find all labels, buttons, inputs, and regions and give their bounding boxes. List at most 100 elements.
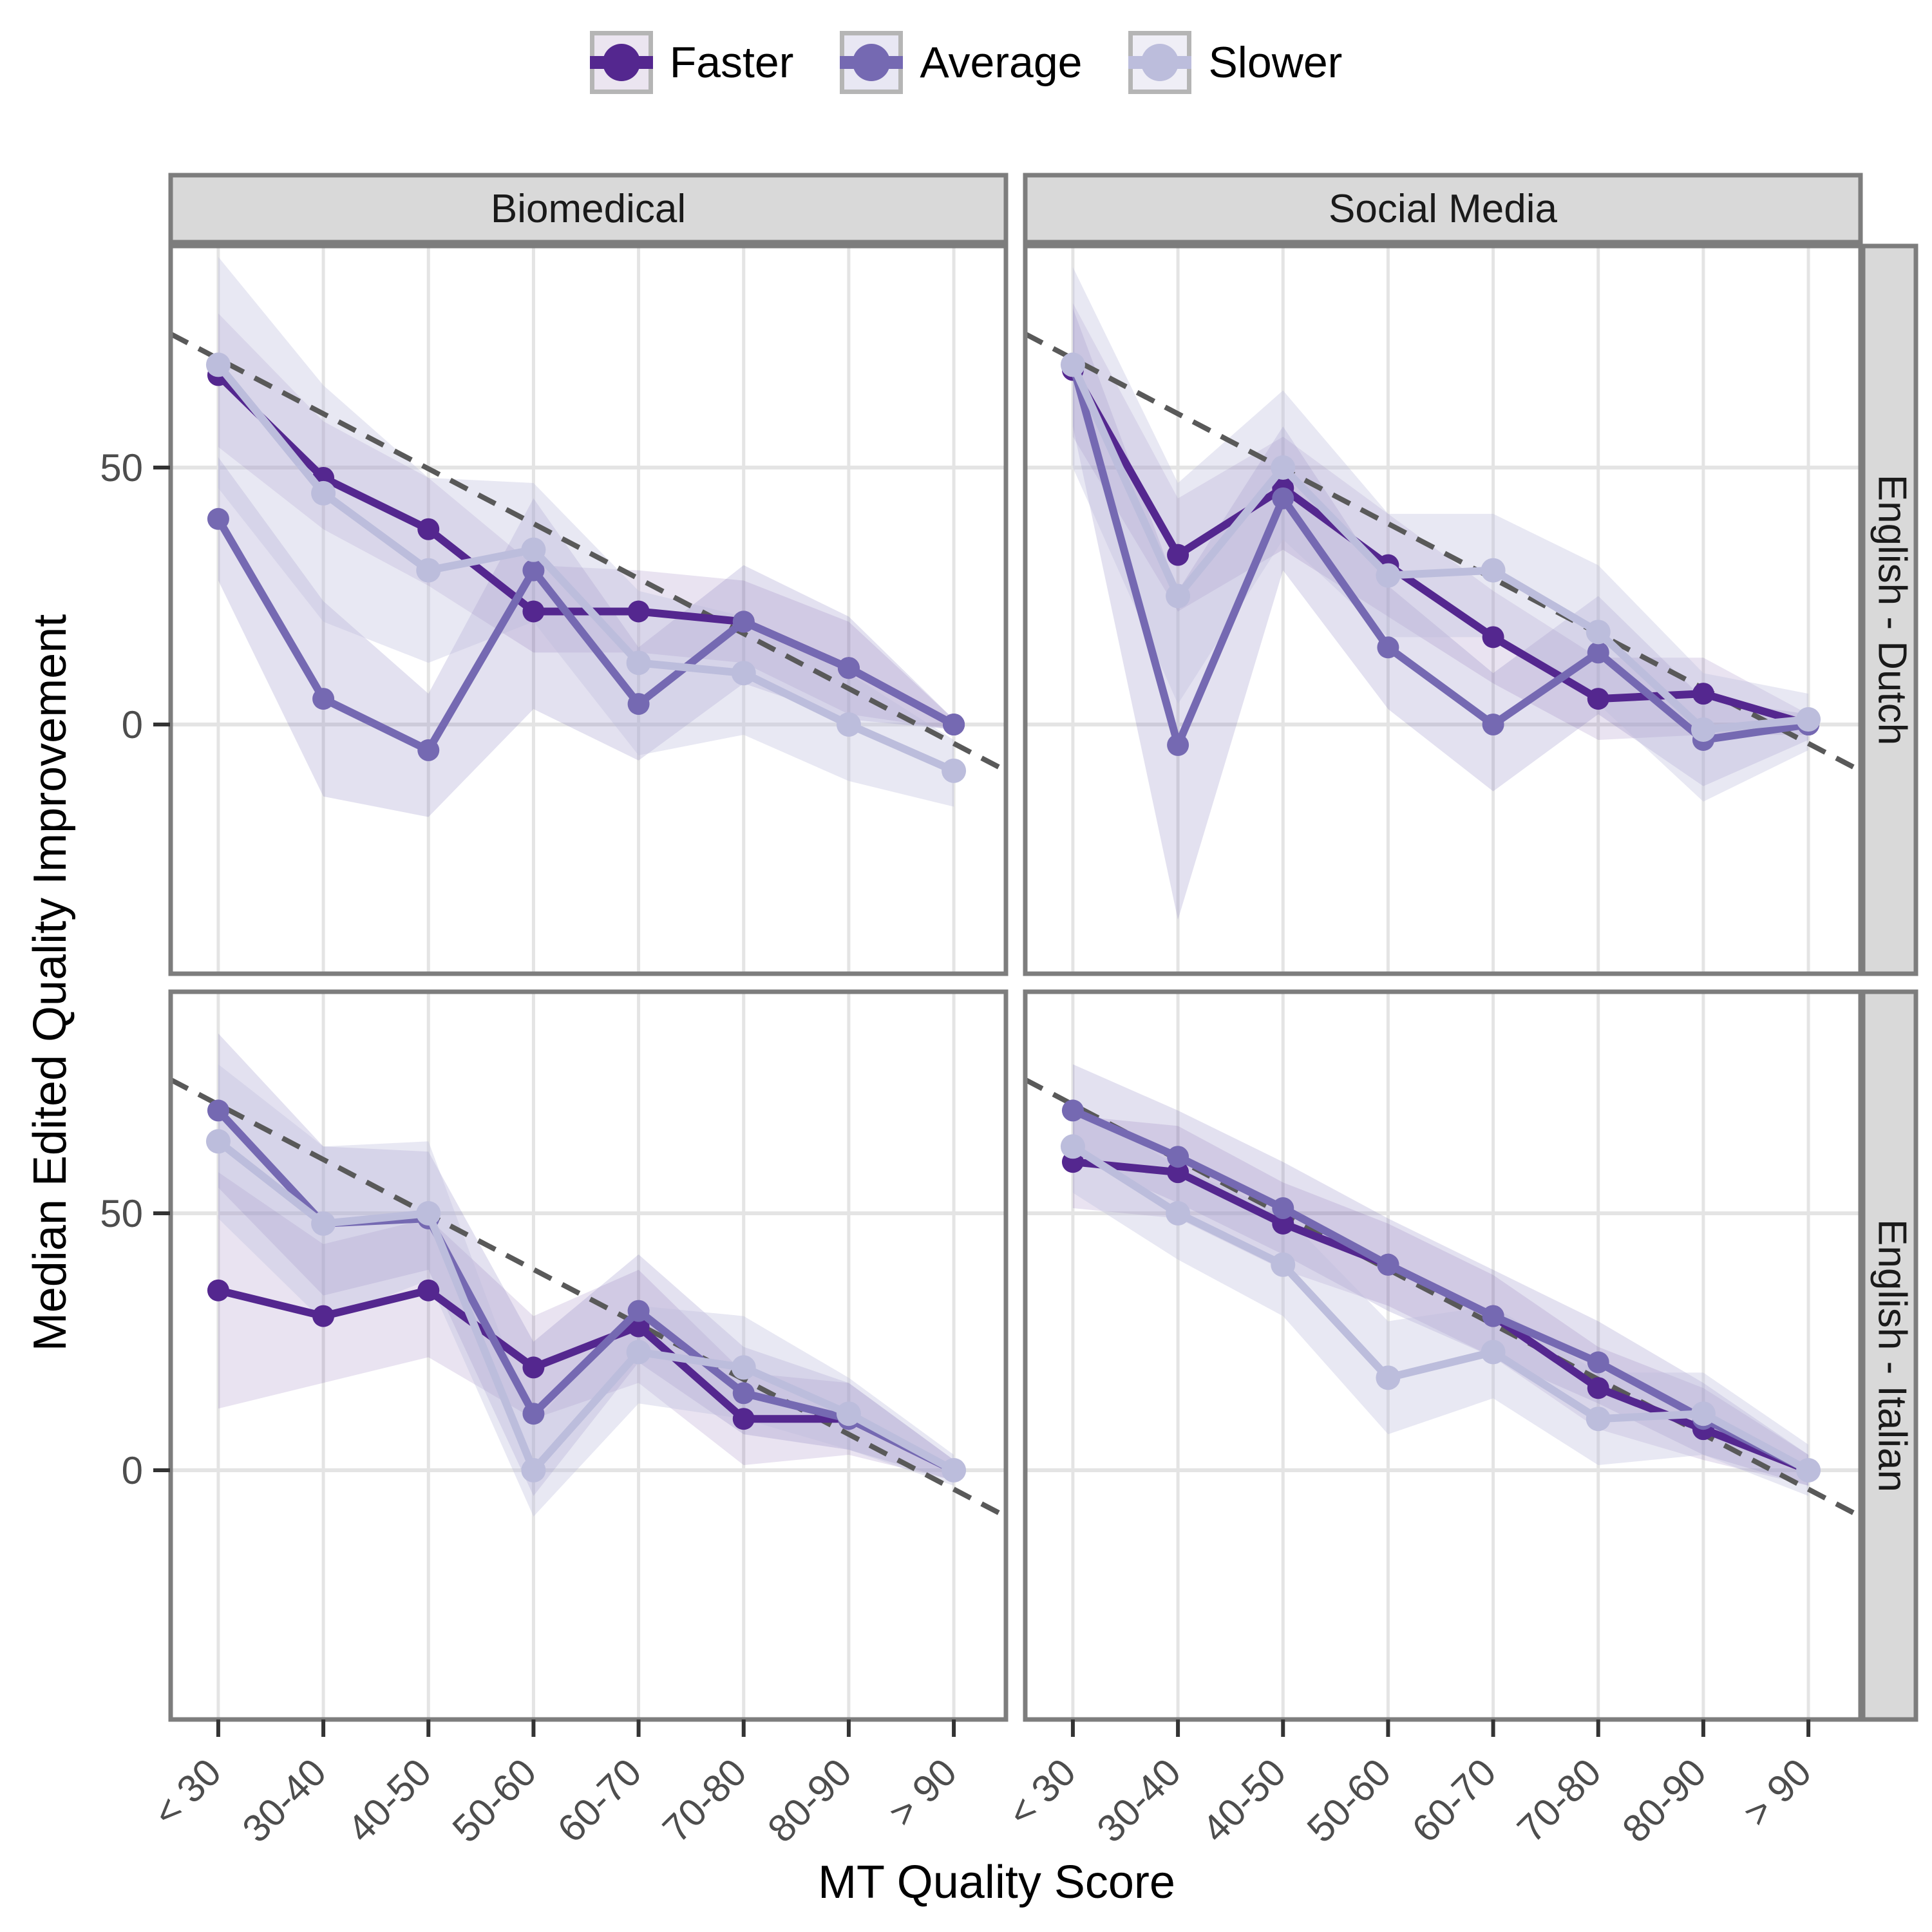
average-point bbox=[1272, 487, 1294, 509]
legend-item-faster: Faster bbox=[589, 31, 794, 94]
x-tick-label: 30-40 bbox=[234, 1750, 334, 1851]
slower-point bbox=[1060, 1134, 1085, 1159]
x-tick-label: 60-70 bbox=[1404, 1750, 1504, 1851]
average-point bbox=[312, 688, 335, 710]
average-point bbox=[1377, 1253, 1399, 1276]
slower-point bbox=[1481, 558, 1506, 583]
slower-point bbox=[626, 1340, 651, 1365]
slower-confidence-ribbon bbox=[1072, 267, 1809, 802]
slower-point bbox=[205, 352, 231, 377]
x-tick-label: 60-70 bbox=[549, 1750, 650, 1851]
slower-series bbox=[205, 1129, 967, 1482]
faster-point bbox=[1272, 1212, 1294, 1235]
panel-biomedical-english-italian bbox=[168, 989, 1009, 1722]
average-point bbox=[417, 739, 440, 761]
faster-point bbox=[312, 1305, 335, 1327]
average-point bbox=[1377, 636, 1399, 659]
faster-line bbox=[1069, 368, 1810, 728]
x-tick-label: 40-50 bbox=[339, 1750, 440, 1851]
panel-biomedical-english-dutch bbox=[168, 243, 1009, 976]
slower-point bbox=[836, 712, 861, 737]
average-point bbox=[1587, 1351, 1609, 1374]
panel-border bbox=[1023, 243, 1863, 976]
average-point bbox=[1482, 1305, 1504, 1327]
x-tick-label: 70-80 bbox=[654, 1750, 755, 1851]
x-axis-title: MT Quality Score bbox=[818, 1857, 1175, 1908]
faster-point bbox=[1587, 688, 1609, 710]
average-point-swatch bbox=[853, 44, 891, 81]
average-line bbox=[1069, 363, 1809, 749]
average-point bbox=[207, 507, 229, 530]
average-point bbox=[1587, 641, 1609, 664]
column-facet-label: Biomedical bbox=[491, 187, 686, 231]
faster-point bbox=[207, 1279, 229, 1302]
slower-series bbox=[1060, 352, 1821, 742]
slower-confidence-ribbon bbox=[218, 256, 954, 807]
row-strip: English - Italian bbox=[1861, 989, 1918, 1722]
slower-line bbox=[1070, 1143, 1810, 1474]
average-point bbox=[522, 559, 545, 582]
average-series bbox=[207, 507, 965, 761]
slower-point bbox=[1690, 1401, 1716, 1426]
slower-point bbox=[731, 1355, 756, 1380]
average-point bbox=[522, 1403, 545, 1425]
faster-point bbox=[1167, 1161, 1189, 1184]
panel-border bbox=[1023, 989, 1863, 1722]
x-tick-label: 80-90 bbox=[1614, 1750, 1714, 1851]
legend-label-average: Average bbox=[920, 38, 1083, 87]
slower-point bbox=[1586, 1406, 1611, 1432]
slower-point bbox=[1690, 717, 1716, 742]
average-point bbox=[732, 611, 755, 633]
faster-point bbox=[522, 1356, 545, 1379]
slower-series bbox=[205, 352, 967, 783]
column-strip: Biomedical bbox=[168, 173, 1009, 245]
y-axis-title: Median Edited Quality Improvement bbox=[24, 614, 76, 1352]
slower-point bbox=[311, 1211, 336, 1236]
slower-point bbox=[731, 661, 756, 686]
legend-label-faster: Faster bbox=[669, 38, 794, 87]
faster-point bbox=[522, 600, 545, 623]
y-tick-label: 0 bbox=[122, 703, 143, 746]
average-point bbox=[943, 714, 965, 735]
faster-legend-key-icon bbox=[589, 31, 653, 94]
gridlines bbox=[171, 246, 1006, 974]
slower-point bbox=[416, 1201, 441, 1226]
x-tick-label: < 30 bbox=[145, 1750, 229, 1835]
average-line bbox=[1071, 1106, 1810, 1474]
slower-point bbox=[1271, 455, 1296, 480]
slower-point bbox=[1376, 1365, 1401, 1390]
average-line bbox=[214, 516, 956, 754]
slower-legend-key-icon bbox=[1128, 31, 1192, 94]
slower-point bbox=[1166, 1201, 1191, 1226]
legend-label-slower: Slower bbox=[1208, 38, 1343, 87]
average-legend-key-icon bbox=[840, 31, 904, 94]
slower-point bbox=[521, 537, 546, 562]
slower-point bbox=[836, 1401, 861, 1426]
x-tick-label: > 90 bbox=[1735, 1750, 1819, 1835]
panel-border bbox=[168, 243, 1009, 976]
slower-point bbox=[416, 558, 441, 583]
x-tick-label: < 30 bbox=[999, 1750, 1084, 1835]
slower-point-swatch bbox=[1141, 44, 1179, 81]
legend-item-slower: Slower bbox=[1128, 31, 1342, 94]
x-tick-label: 30-40 bbox=[1088, 1750, 1189, 1851]
slower-point bbox=[1796, 1458, 1821, 1482]
x-tick-label: > 90 bbox=[880, 1750, 965, 1835]
slower-point bbox=[311, 480, 336, 506]
faster-line bbox=[217, 1286, 956, 1474]
panel-social-media-english-dutch bbox=[1023, 243, 1863, 976]
average-point bbox=[627, 693, 650, 715]
slower-point bbox=[1376, 563, 1401, 588]
faster-point bbox=[1692, 683, 1714, 705]
x-tick-label: 70-80 bbox=[1509, 1750, 1609, 1851]
average-point bbox=[837, 657, 860, 679]
panel-border bbox=[168, 989, 1009, 1722]
average-confidence-ribbon bbox=[1072, 308, 1809, 920]
average-point bbox=[1272, 1197, 1294, 1220]
slower-line bbox=[1069, 363, 1809, 734]
average-point bbox=[627, 1300, 650, 1322]
average-point bbox=[1061, 1099, 1084, 1122]
slower-point bbox=[1271, 1252, 1296, 1277]
slower-point bbox=[521, 1458, 546, 1482]
y-tick-label: 0 bbox=[122, 1449, 143, 1492]
